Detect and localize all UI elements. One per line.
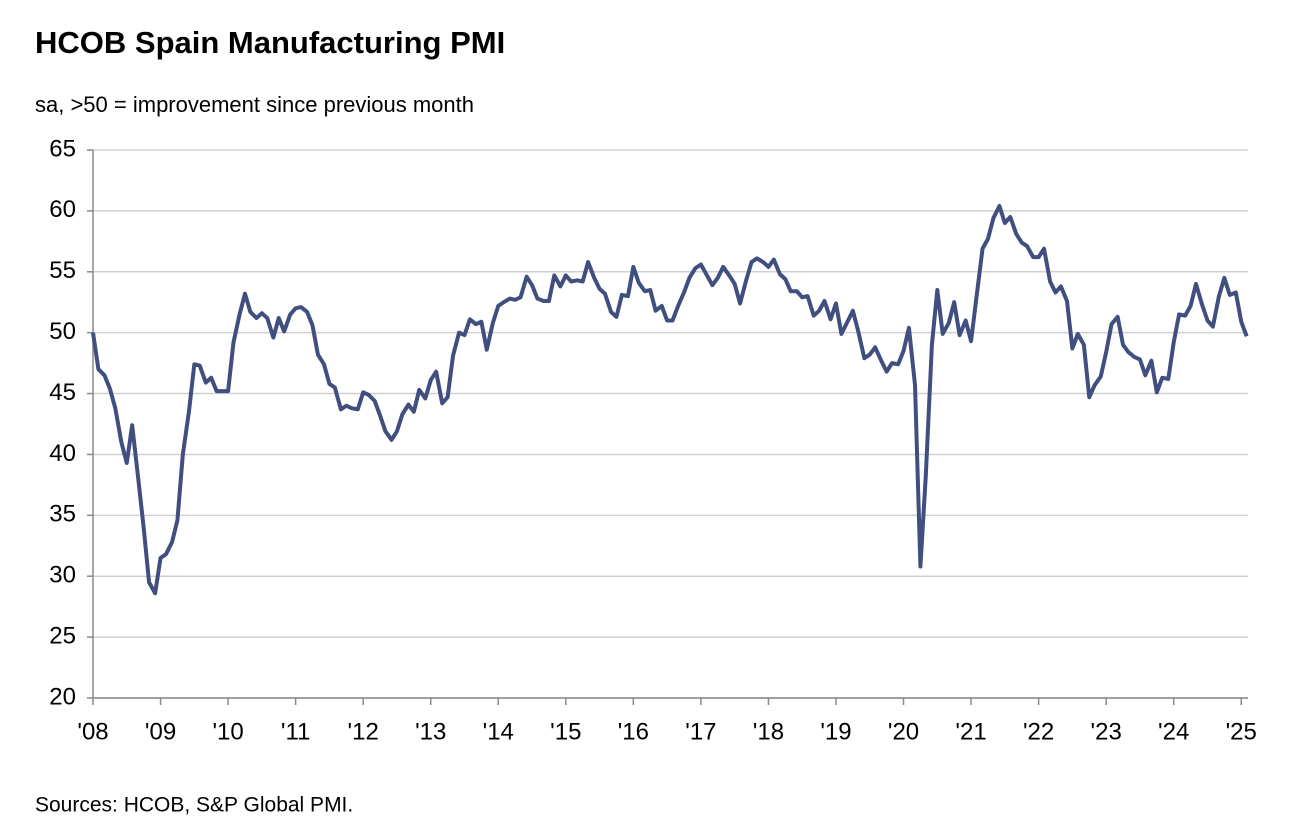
x-tick-label: '20 [888, 718, 919, 745]
y-tick-label: 60 [49, 196, 76, 223]
x-tick-label: '24 [1158, 718, 1189, 745]
x-tick-label: '17 [685, 718, 716, 745]
x-tick-label: '13 [415, 718, 446, 745]
x-tick-label: '21 [955, 718, 986, 745]
x-tick-label: '15 [550, 718, 581, 745]
chart-subtitle: sa, >50 = improvement since previous mon… [35, 92, 474, 117]
y-tick-label: 65 [49, 135, 76, 162]
x-tick-label: '16 [618, 718, 649, 745]
x-tick-label: '23 [1091, 718, 1122, 745]
y-tick-label: 30 [49, 562, 76, 589]
x-tick-label: '12 [348, 718, 379, 745]
x-tick-label: '11 [281, 718, 311, 745]
x-tick-label: '22 [1023, 718, 1054, 745]
y-tick-label: 35 [49, 501, 76, 528]
chart-title: HCOB Spain Manufacturing PMI [35, 25, 505, 60]
source-note: Sources: HCOB, S&P Global PMI. [35, 794, 353, 817]
x-tick-label: '25 [1226, 718, 1257, 745]
y-tick-label: 55 [49, 257, 76, 284]
x-tick-label: '19 [820, 718, 851, 745]
y-tick-label: 45 [49, 379, 76, 406]
x-tick-label: '10 [212, 718, 243, 745]
x-tick-label: '14 [483, 718, 514, 745]
x-tick-label: '09 [145, 718, 176, 745]
x-tick-label: '18 [753, 718, 784, 745]
y-tick-label: 25 [49, 622, 76, 649]
y-tick-label: 20 [49, 683, 76, 710]
x-tick-label: '08 [77, 718, 108, 745]
y-tick-label: 40 [49, 440, 76, 467]
y-tick-label: 50 [49, 318, 76, 345]
pmi-line [91, 204, 1249, 596]
